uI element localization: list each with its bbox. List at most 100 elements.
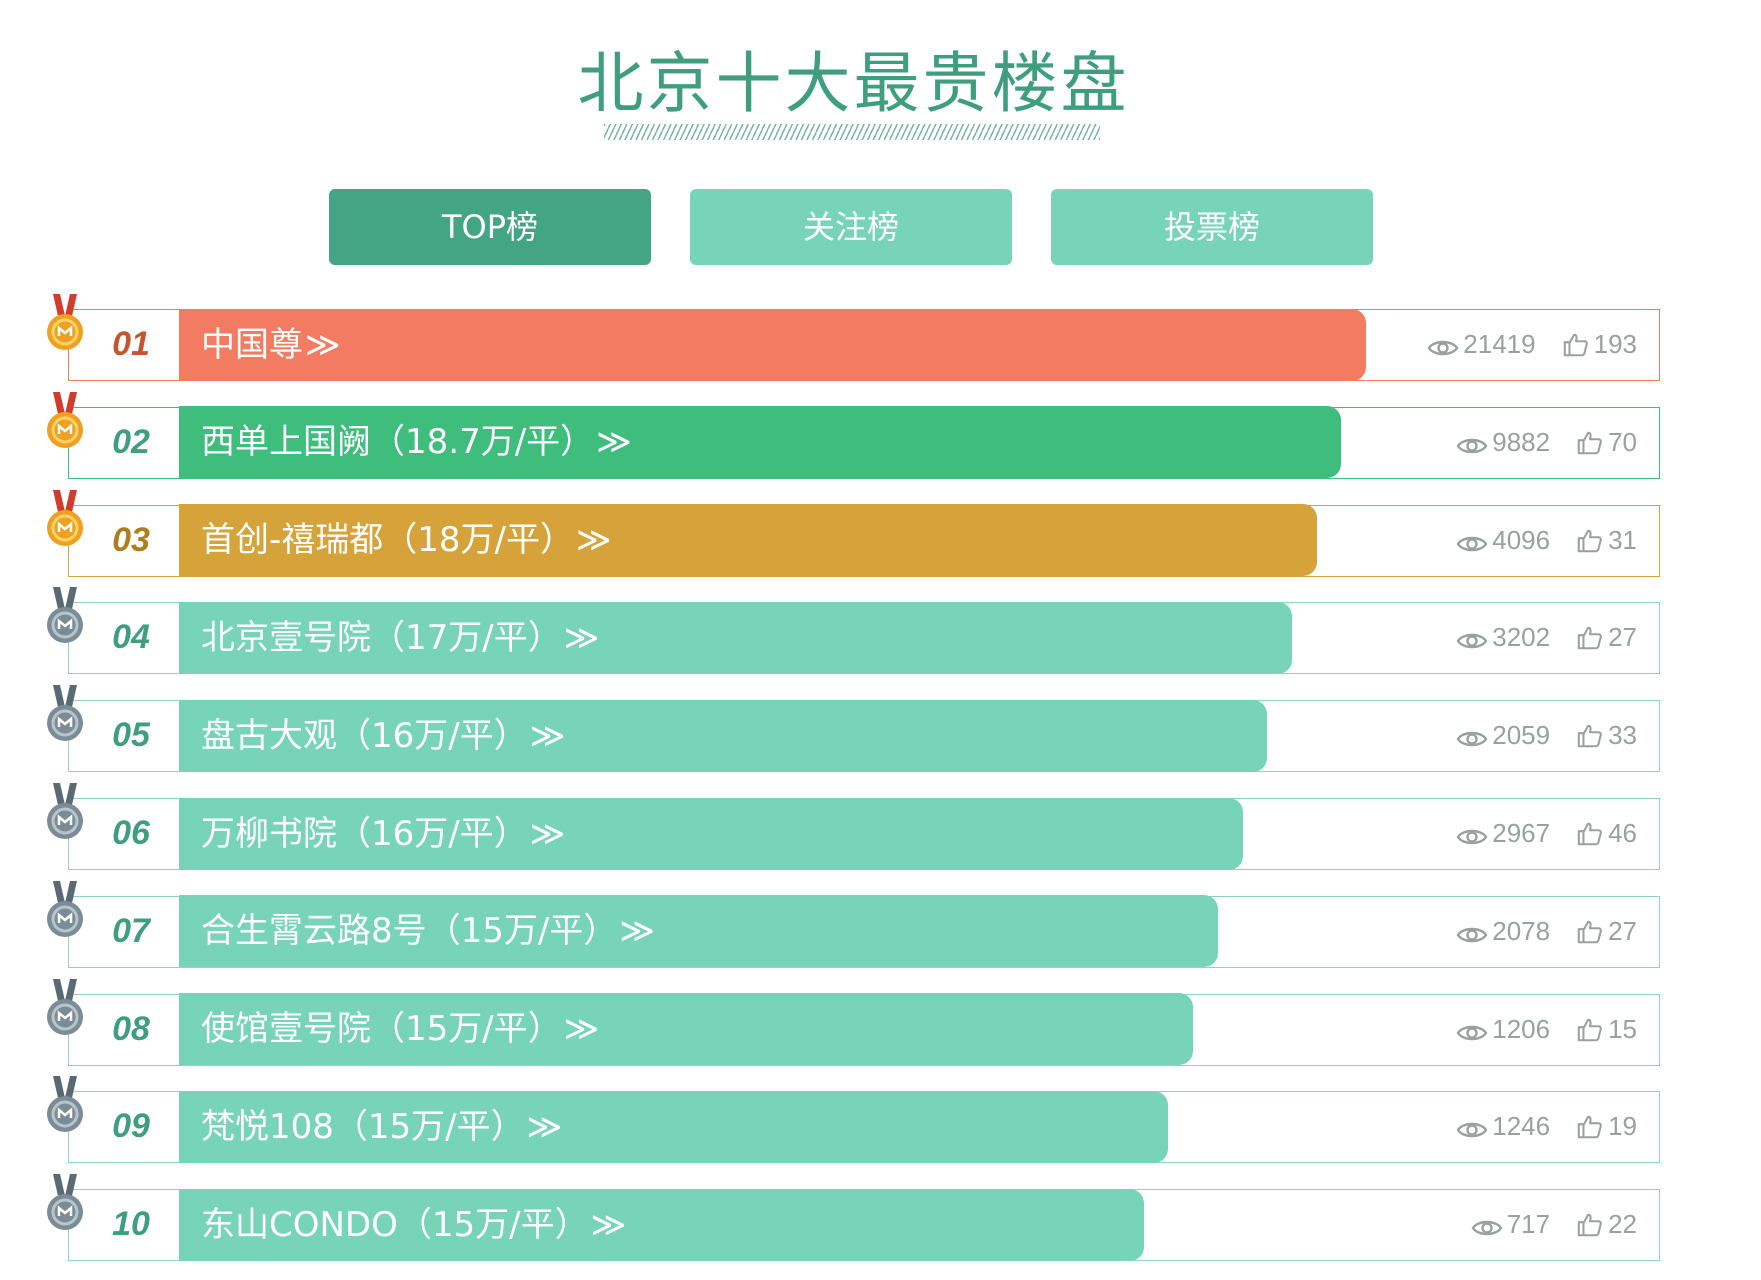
property-name: 梵悦108 bbox=[201, 1106, 334, 1147]
thumbs-up-icon[interactable] bbox=[1576, 918, 1604, 946]
property-name: 北京壹号院 bbox=[201, 617, 371, 658]
view-count: 1246 bbox=[1456, 1092, 1550, 1161]
like-count-value: 193 bbox=[1593, 329, 1637, 359]
ranking-bar[interactable]: 中国尊≫ bbox=[179, 308, 1366, 381]
thumbs-up-icon[interactable] bbox=[1576, 624, 1604, 652]
double-chevron-right-icon: ≫ bbox=[590, 1204, 627, 1245]
ranking-row[interactable]: 09 梵悦108（15万/平）≫ 1246 19 bbox=[47, 1076, 1660, 1164]
row-stats: 4096 31 bbox=[1456, 506, 1637, 575]
like-count[interactable]: 31 bbox=[1576, 506, 1637, 575]
silver-medal-icon bbox=[43, 880, 87, 943]
like-count[interactable]: 15 bbox=[1576, 995, 1637, 1064]
ranking-row[interactable]: 04 北京壹号院（17万/平）≫ 3202 27 bbox=[47, 587, 1660, 675]
rank-number: 08 bbox=[112, 1009, 150, 1048]
eye-icon bbox=[1456, 731, 1488, 747]
gold-medal-icon bbox=[43, 294, 87, 356]
ranking-bar[interactable]: 首创-禧瑞都（18万/平）≫ bbox=[179, 504, 1317, 577]
row-stats: 2078 27 bbox=[1456, 897, 1637, 966]
property-price: （16万/平） bbox=[337, 813, 528, 854]
eye-icon bbox=[1456, 634, 1488, 649]
tab-top[interactable]: TOP榜 bbox=[329, 189, 651, 265]
like-count[interactable]: 22 bbox=[1576, 1190, 1637, 1259]
eye-icon bbox=[1456, 1123, 1488, 1138]
eye-icon bbox=[1456, 1025, 1488, 1040]
ranking-row[interactable]: 07 合生霄云路8号（15万/平）≫ 2078 27 bbox=[47, 880, 1660, 968]
double-chevron-right-icon: ≫ bbox=[596, 422, 632, 463]
eye-icon bbox=[1456, 829, 1488, 845]
double-chevron-right-icon: ≫ bbox=[529, 715, 566, 756]
thumbs-up-icon[interactable] bbox=[1576, 722, 1604, 750]
ranking-bar[interactable]: 梵悦108（15万/平）≫ bbox=[179, 1090, 1169, 1163]
ranking-bar[interactable]: 西单上国阙（18.7万/平）≫ bbox=[179, 406, 1342, 479]
ranking-row[interactable]: 06 万柳书院（16万/平）≫ 2967 46 bbox=[47, 783, 1660, 870]
ranking-row[interactable]: 05 盘古大观（16万/平）≫ 2059 33 bbox=[47, 685, 1660, 773]
row-stats: 3202 27 bbox=[1456, 603, 1637, 672]
page-title: 北京十大最贵楼盘 bbox=[577, 45, 1130, 122]
tab-attention[interactable]: 关注榜 bbox=[690, 189, 1012, 265]
ranking-row[interactable]: 08 使馆壹号院（15万/平）≫ 1206 15 bbox=[47, 978, 1660, 1066]
tab-vote[interactable]: 投票榜 bbox=[1051, 189, 1373, 265]
ranking-bar[interactable]: 东山CONDO（15万/平）≫ bbox=[179, 1188, 1144, 1261]
property-name: 合生霄云路8号 bbox=[201, 911, 427, 952]
property-name: 西单上国阙 bbox=[201, 422, 371, 463]
view-count: 2059 bbox=[1456, 701, 1550, 770]
property-price: （15万/平） bbox=[426, 911, 618, 952]
title-underline-decoration bbox=[604, 124, 1100, 140]
property-name: 东山CONDO bbox=[201, 1204, 398, 1245]
property-name: 使馆壹号院 bbox=[201, 1009, 371, 1050]
rank-number: 01 bbox=[112, 325, 150, 363]
view-count-value: 2967 bbox=[1492, 818, 1551, 848]
gold-medal-icon bbox=[43, 391, 87, 454]
silver-medal-icon bbox=[43, 978, 87, 1041]
double-chevron-right-icon: ≫ bbox=[529, 813, 566, 854]
silver-medal-icon bbox=[43, 1174, 87, 1236]
like-count-value: 19 bbox=[1608, 1111, 1637, 1142]
like-count-value: 22 bbox=[1608, 1209, 1637, 1240]
ranking-row[interactable]: 01 中国尊≫ 21419 193 bbox=[47, 294, 1660, 381]
ranking-bar[interactable]: 使馆壹号院（15万/平）≫ bbox=[179, 993, 1194, 1066]
ranking-bar[interactable]: 盘古大观（16万/平）≫ bbox=[179, 699, 1268, 772]
property-price: （15万/平） bbox=[397, 1204, 589, 1245]
ranking-bar[interactable]: 合生霄云路8号（15万/平）≫ bbox=[179, 895, 1218, 968]
rank-number: 07 bbox=[112, 911, 150, 950]
like-count[interactable]: 19 bbox=[1576, 1092, 1637, 1161]
thumbs-up-icon[interactable] bbox=[1576, 820, 1604, 848]
view-count-value: 1246 bbox=[1492, 1111, 1551, 1142]
row-stats: 1246 19 bbox=[1456, 1092, 1637, 1161]
thumbs-up-icon[interactable] bbox=[1562, 331, 1590, 359]
like-count[interactable]: 70 bbox=[1576, 408, 1637, 477]
property-price: （18.7万/平） bbox=[371, 422, 595, 463]
double-chevron-right-icon: ≫ bbox=[305, 324, 341, 365]
silver-medal-icon bbox=[43, 783, 87, 845]
ranking-row[interactable]: 10 东山CONDO（15万/平）≫ 717 22 bbox=[47, 1174, 1660, 1262]
thumbs-up-icon[interactable] bbox=[1576, 1016, 1604, 1044]
thumbs-up-icon[interactable] bbox=[1576, 1211, 1604, 1239]
ranking-bar[interactable]: 万柳书院（16万/平）≫ bbox=[179, 797, 1243, 870]
rank-number: 02 bbox=[112, 422, 150, 461]
like-count[interactable]: 27 bbox=[1576, 897, 1637, 966]
row-stats: 9882 70 bbox=[1456, 408, 1637, 477]
thumbs-up-icon[interactable] bbox=[1576, 527, 1604, 555]
like-count-value: 70 bbox=[1608, 426, 1637, 457]
row-stats: 2967 46 bbox=[1456, 799, 1637, 868]
rank-number: 10 bbox=[112, 1205, 150, 1244]
ranking-row[interactable]: 02 西单上国阙（18.7万/平）≫ 9882 70 bbox=[47, 391, 1660, 479]
eye-icon bbox=[1471, 1220, 1503, 1236]
like-count[interactable]: 46 bbox=[1576, 799, 1637, 868]
like-count[interactable]: 27 bbox=[1576, 603, 1637, 672]
silver-medal-icon bbox=[43, 1076, 87, 1138]
eye-icon bbox=[1456, 438, 1488, 453]
ranking-row[interactable]: 03 首创-禧瑞都（18万/平）≫ 4096 31 bbox=[47, 489, 1660, 577]
thumbs-up-icon[interactable] bbox=[1576, 1113, 1604, 1141]
silver-medal-icon bbox=[43, 587, 87, 649]
ranking-bar[interactable]: 北京壹号院（17万/平）≫ bbox=[179, 601, 1292, 674]
view-count: 717 bbox=[1471, 1190, 1550, 1259]
view-count: 4096 bbox=[1456, 506, 1550, 575]
like-count[interactable]: 33 bbox=[1576, 701, 1637, 770]
like-count-value: 15 bbox=[1608, 1013, 1637, 1044]
view-count-value: 2059 bbox=[1492, 720, 1551, 751]
like-count[interactable]: 193 bbox=[1562, 310, 1637, 379]
gold-medal-icon bbox=[43, 489, 87, 552]
row-stats: 2059 33 bbox=[1456, 701, 1637, 770]
thumbs-up-icon[interactable] bbox=[1576, 429, 1604, 457]
